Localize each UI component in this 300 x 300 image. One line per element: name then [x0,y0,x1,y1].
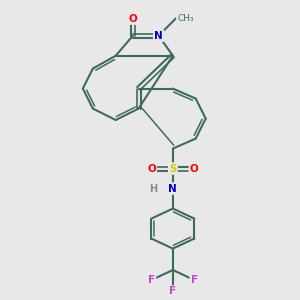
Text: F: F [169,286,176,296]
Text: O: O [128,14,137,24]
Text: O: O [147,164,156,174]
Text: N: N [169,184,177,194]
Text: S: S [169,164,177,174]
Text: H: H [149,184,157,194]
Text: O: O [190,164,199,174]
Text: N: N [154,31,163,41]
Text: CH₃: CH₃ [177,14,194,23]
Text: F: F [148,275,155,285]
Text: F: F [191,275,198,285]
